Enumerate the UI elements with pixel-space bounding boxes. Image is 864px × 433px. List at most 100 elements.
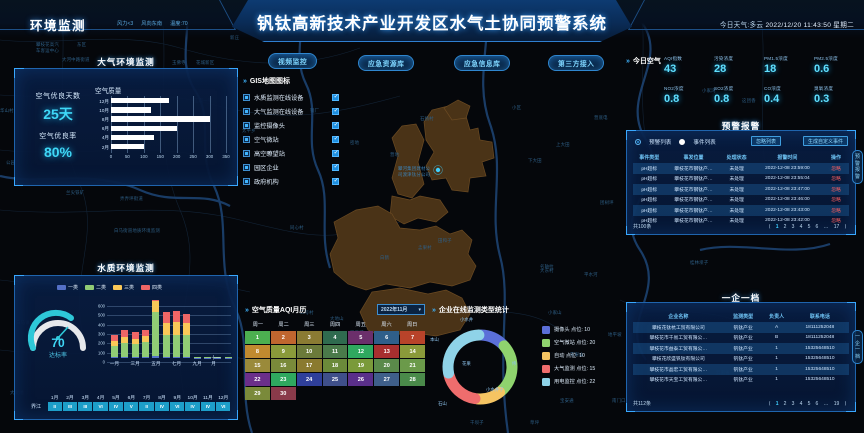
donut-segment[interactable] [495, 340, 518, 397]
page-5[interactable]: 5 [807, 400, 811, 407]
calendar-day[interactable]: 14 [400, 345, 425, 358]
calendar-day[interactable]: 11 [322, 345, 348, 358]
grade-cell[interactable]: IV [200, 402, 216, 411]
legend-item[interactable]: 三类 [113, 284, 134, 291]
calendar-day[interactable]: 8 [245, 345, 270, 358]
gis-layer-item-2[interactable]: 监控摄像头 [243, 118, 339, 132]
warn-page-list[interactable]: 1 2 3 4 5 6 … 17 [773, 224, 842, 230]
page-3[interactable]: 3 [791, 223, 795, 230]
table-cell[interactable]: 忽略 [831, 166, 841, 172]
radio-event-list[interactable] [679, 139, 686, 145]
ignore-list-button[interactable]: 忽略列表 [750, 136, 781, 146]
calendar-day[interactable]: 15 [245, 359, 270, 372]
calendar-day[interactable]: 10 [296, 345, 322, 358]
calendar-day[interactable]: 7 [400, 331, 425, 344]
tab-warn-list[interactable]: 预警列表 [649, 140, 672, 146]
table-row[interactable]: 攀枝花市天宝工贸有限公… 钒钛产业 1 15325648510 [633, 375, 849, 386]
table-row[interactable]: pH超标 攀枝花市钢钛产… 未处理 2022-12-08 23:47:00 忽略 [633, 184, 849, 195]
page-4[interactable]: 4 [799, 223, 803, 230]
table-row[interactable]: pH超标 攀枝花市钢钛产… 未处理 2022-12-08 23:55:04 忽略 [633, 174, 849, 185]
gis-layer-item-0[interactable]: 水质监测在线设备 [243, 90, 339, 104]
calendar-day[interactable]: 5 [348, 331, 374, 344]
nav-emergency-info[interactable]: 应急信息库 [454, 55, 511, 71]
company-pager[interactable]: 共112条 ⟨ 1 2 3 4 5 6 … 19 ⟩ [633, 400, 849, 408]
legend-item[interactable]: 大气监测 点位: 15 [542, 362, 595, 375]
layer-checkbox[interactable] [332, 121, 339, 129]
page-6[interactable]: 6 [815, 223, 819, 230]
calendar-day[interactable]: 1 [245, 331, 270, 344]
page-2[interactable]: 2 [783, 400, 787, 407]
table-row[interactable]: 攀枝花市益泰工贸有限公… 钒钛产业 1 15325648510 [633, 343, 849, 354]
donut-segment[interactable] [443, 369, 481, 405]
calendar-day[interactable]: 9 [270, 345, 296, 358]
table-row[interactable]: 攀枝花钛杭工贸有限公司 钒钛产业 A 18111252048 [633, 322, 849, 333]
page-…[interactable]: … [823, 400, 829, 407]
layer-checkbox[interactable] [332, 163, 339, 171]
calendar-day[interactable]: 24 [296, 373, 322, 386]
table-row[interactable]: pH超标 攀枝花市钢钛产… 未处理 2022-12-08 23:46:00 忽略 [633, 195, 849, 206]
gis-layer-item-5[interactable]: 园区企业 [243, 160, 339, 174]
calendar-day[interactable]: 29 [245, 387, 270, 400]
grade-cell[interactable]: VI [93, 402, 108, 411]
calendar-day[interactable]: 22 [245, 373, 270, 386]
page-1[interactable]: 1 [775, 400, 779, 407]
layer-checkbox[interactable] [332, 107, 339, 115]
calendar-day[interactable]: 20 [374, 359, 400, 372]
table-row[interactable]: 攀枝花市晶宏工贸有限公… 钒钛产业 1 15325648510 [633, 364, 849, 375]
calendar-day[interactable]: 2 [270, 331, 296, 344]
donut-segment[interactable] [475, 329, 509, 350]
donut-chart[interactable]: 小水井 小水井子 花果 纬 本山 石山 [430, 317, 528, 415]
nav-video-monitor[interactable]: 视频监控 [268, 53, 318, 69]
calendar-day[interactable]: 23 [270, 373, 296, 386]
radio-warn-list[interactable] [635, 139, 641, 145]
grade-cell[interactable]: II [139, 402, 154, 411]
layer-checkbox[interactable] [332, 177, 339, 185]
side-tab-company[interactable]: 一企一档 [852, 330, 863, 364]
calendar-day[interactable]: 21 [400, 359, 425, 372]
tab-event-list[interactable]: 事件列表 [693, 140, 716, 146]
table-row[interactable]: 攀枝花市千易工贸有限公… 钒钛产业 B 18111252048 [633, 333, 849, 344]
donut-segment[interactable] [442, 329, 485, 379]
next-page-icon[interactable]: ⟩ [844, 223, 847, 230]
calendar-day[interactable]: 18 [322, 359, 348, 372]
page-6[interactable]: 6 [815, 400, 819, 407]
grade-cell[interactable]: VI [170, 402, 185, 411]
legend-item[interactable]: 摄像头 点位: 10 [542, 323, 595, 336]
page-3[interactable]: 3 [791, 400, 795, 407]
page-…[interactable]: … [823, 223, 829, 230]
nav-third-party[interactable]: 第三方接入 [548, 55, 605, 71]
layer-checkbox[interactable] [332, 135, 339, 143]
table-cell[interactable]: 忽略 [831, 177, 841, 183]
calendar-day[interactable]: 26 [348, 373, 374, 386]
page-5[interactable]: 5 [807, 223, 811, 230]
grade-cell[interactable]: III [62, 402, 78, 411]
gis-layer-menu[interactable]: » GIS地图图标 水质监测在线设备大气监测在线设备监控摄像头空气微站高空瞭望站… [243, 76, 339, 188]
legend-item[interactable]: 用电监控 点位: 22 [542, 375, 595, 388]
legend-item[interactable]: 一类 [57, 284, 78, 291]
prev-page-icon[interactable]: ⟨ [768, 223, 771, 230]
calendar-grid[interactable]: 1 2 3 4 5 6 7 8 9 10 11 12 13 14 15 16 17 18 19 20 21 22 23 24 2… [245, 331, 425, 400]
grade-cell[interactable]: V [124, 402, 139, 411]
warn-tabs[interactable]: 预警列表 事件列表 [635, 138, 716, 146]
legend-item[interactable]: 空气微站 点位: 20 [542, 336, 595, 349]
calendar-day[interactable]: 30 [270, 387, 296, 400]
nav-emergency-resources[interactable]: 应急资源库 [358, 55, 415, 71]
calendar-day[interactable]: 12 [348, 345, 374, 358]
prev-page-icon[interactable]: ⟨ [768, 400, 771, 407]
calendar-day[interactable]: 16 [270, 359, 296, 372]
warn-pager[interactable]: 共100条 ⟨ 1 2 3 4 5 6 … 17 ⟩ [633, 223, 849, 231]
month-select[interactable]: 2022年11月 ▾ [377, 304, 425, 315]
grade-cell[interactable]: IV [185, 402, 200, 411]
calendar-day[interactable]: 6 [374, 331, 400, 344]
grade-cell[interactable]: III [78, 402, 93, 411]
table-cell[interactable]: 忽略 [831, 198, 841, 204]
calendar-day[interactable]: 19 [348, 359, 374, 372]
grade-cell[interactable]: VI [216, 402, 231, 411]
gis-layer-item-6[interactable]: 政府机构 [243, 174, 339, 188]
gis-layer-item-1[interactable]: 大气监测在线设备 [243, 104, 339, 118]
calendar-day[interactable]: 17 [296, 359, 322, 372]
create-custom-event-button[interactable]: 生成自定义事件 [802, 136, 848, 146]
page-19[interactable]: 19 [833, 400, 840, 407]
table-row[interactable]: 攀枝花欣盛钒钛有限公司 钒钛产业 1 15325648510 [633, 354, 849, 365]
legend-item[interactable]: 二类 [85, 284, 106, 291]
